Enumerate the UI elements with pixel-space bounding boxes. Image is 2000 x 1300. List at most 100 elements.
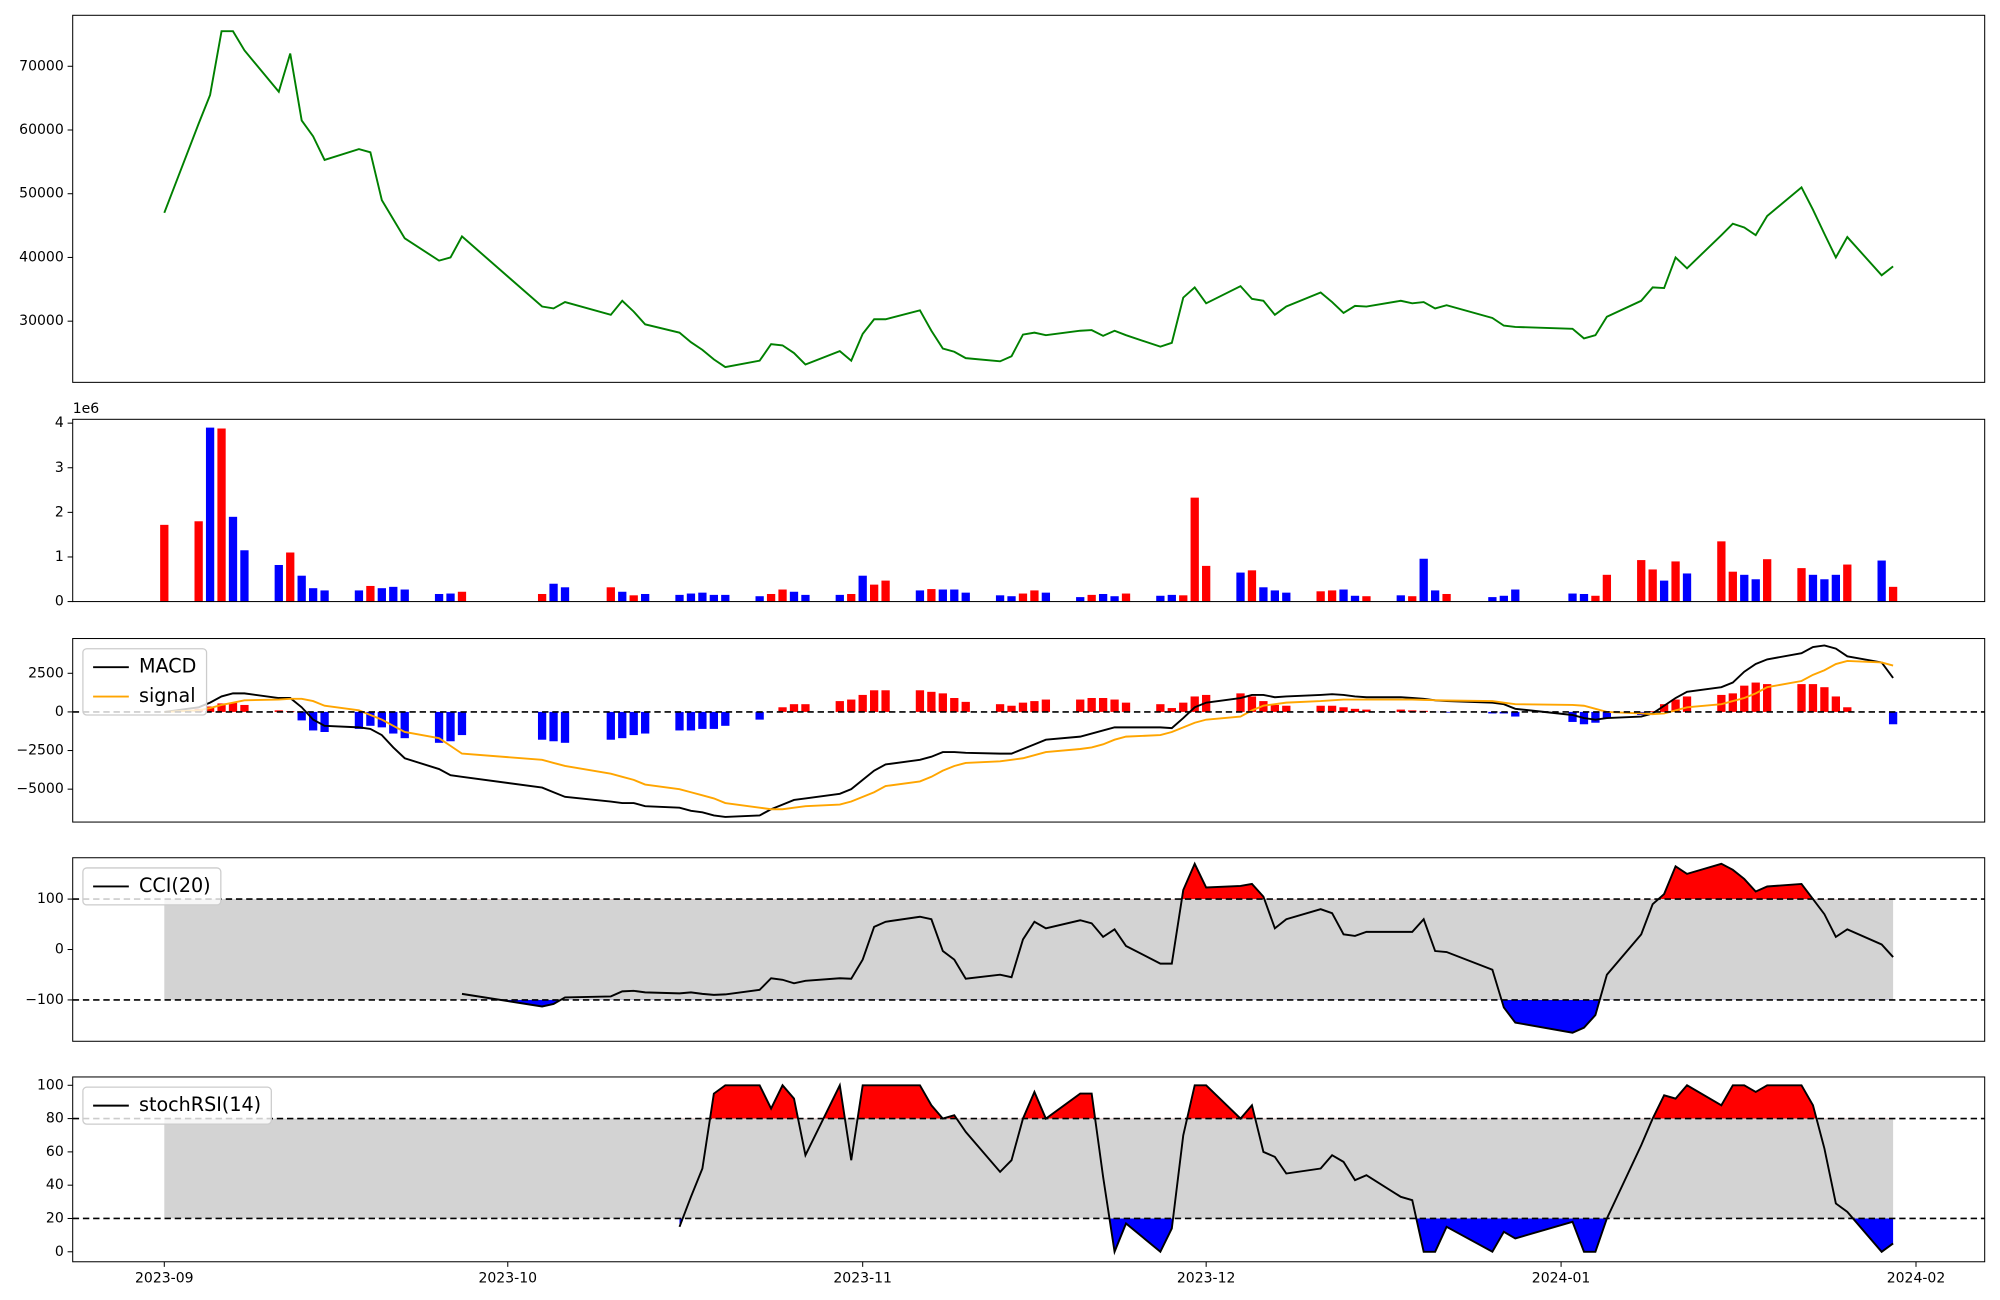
bar: [1877, 560, 1886, 602]
y-tick-label: 70000: [19, 58, 64, 74]
bar: [1499, 595, 1508, 602]
bar: [286, 552, 295, 602]
legend-label: CCI(20): [139, 874, 211, 897]
bar: [1018, 593, 1028, 602]
axes-frame: [72, 418, 1986, 603]
bar: [1843, 707, 1852, 712]
overbought-fill: [1181, 863, 1813, 900]
bar: [950, 589, 959, 602]
bar: [709, 711, 718, 729]
bar: [1408, 596, 1417, 602]
bar: [549, 711, 558, 742]
bar: [537, 593, 547, 602]
bar: [778, 707, 787, 712]
bar: [835, 701, 844, 712]
bar: [1728, 571, 1737, 602]
legend: [82, 867, 222, 906]
bar: [629, 711, 638, 736]
bar: [308, 711, 318, 731]
bar: [1156, 595, 1165, 602]
y-tick-label: 0: [55, 704, 64, 720]
axes-frame: [72, 14, 1986, 383]
bar: [1087, 594, 1096, 602]
bar: [1007, 596, 1016, 602]
y-tick-label: 20: [46, 1210, 64, 1226]
legend: [82, 648, 208, 716]
bar: [1430, 590, 1440, 602]
bar: [1396, 709, 1405, 712]
bar: [1316, 705, 1325, 712]
y-tick-label: 0: [55, 942, 64, 958]
bar: [1728, 693, 1737, 712]
bar: [366, 585, 375, 602]
y-tick-label: 50000: [19, 186, 64, 202]
bar: [400, 589, 409, 602]
line: [164, 644, 1894, 818]
bar: [1087, 698, 1096, 712]
bar: [961, 701, 970, 712]
bar: [858, 575, 867, 602]
bar: [1362, 709, 1371, 712]
bar: [835, 594, 844, 602]
y-tick-label: 30000: [19, 313, 64, 329]
bar: [1327, 705, 1337, 712]
bar: [1396, 595, 1405, 602]
bar: [1030, 590, 1039, 602]
line: [163, 30, 1894, 369]
legend-label: signal: [139, 684, 196, 707]
bar: [1808, 574, 1818, 602]
bar: [1820, 687, 1829, 712]
bar: [1442, 593, 1451, 602]
bar: [721, 594, 730, 602]
bar: [766, 593, 776, 602]
bar: [1202, 565, 1211, 602]
bar: [629, 595, 638, 602]
bar: [1030, 701, 1039, 712]
bar: [789, 591, 799, 602]
bar: [1751, 579, 1760, 602]
bar: [1327, 590, 1337, 602]
bar: [1511, 711, 1520, 717]
axes-frame: [72, 638, 1986, 823]
bar: [1751, 682, 1760, 712]
bar: [1270, 590, 1279, 602]
bar: [1568, 593, 1577, 602]
bar: [927, 691, 936, 712]
bar: [1156, 704, 1165, 712]
bar: [1339, 707, 1348, 712]
line: [164, 659, 1894, 811]
bar: [915, 590, 925, 602]
bar: [618, 711, 627, 739]
bar: [1671, 561, 1680, 602]
bar: [1808, 684, 1818, 712]
bar: [560, 711, 570, 743]
bar: [560, 587, 570, 602]
bar: [1110, 699, 1119, 712]
x-tick-label: 2024-02: [1887, 1270, 1946, 1286]
line: [461, 861, 1894, 1034]
y-tick-label: 0: [55, 594, 64, 610]
bar: [698, 592, 707, 602]
bar: [869, 584, 879, 602]
bar: [995, 595, 1005, 602]
bar: [1259, 587, 1268, 602]
x-tick-label: 2023-11: [833, 1270, 892, 1286]
bar: [1190, 696, 1199, 712]
bar: [618, 591, 627, 602]
bar: [641, 593, 650, 602]
bar: [354, 711, 364, 729]
bar: [1419, 558, 1428, 602]
bar: [881, 690, 890, 712]
bar: [675, 711, 684, 731]
bar: [1659, 580, 1669, 602]
bar: [1843, 564, 1852, 602]
bar: [320, 590, 329, 602]
bar: [1018, 702, 1028, 712]
bar: [1362, 596, 1371, 602]
bar: [1637, 560, 1646, 602]
y-tick-label: 4: [55, 415, 64, 431]
bar: [686, 711, 696, 731]
bar: [1488, 597, 1497, 602]
